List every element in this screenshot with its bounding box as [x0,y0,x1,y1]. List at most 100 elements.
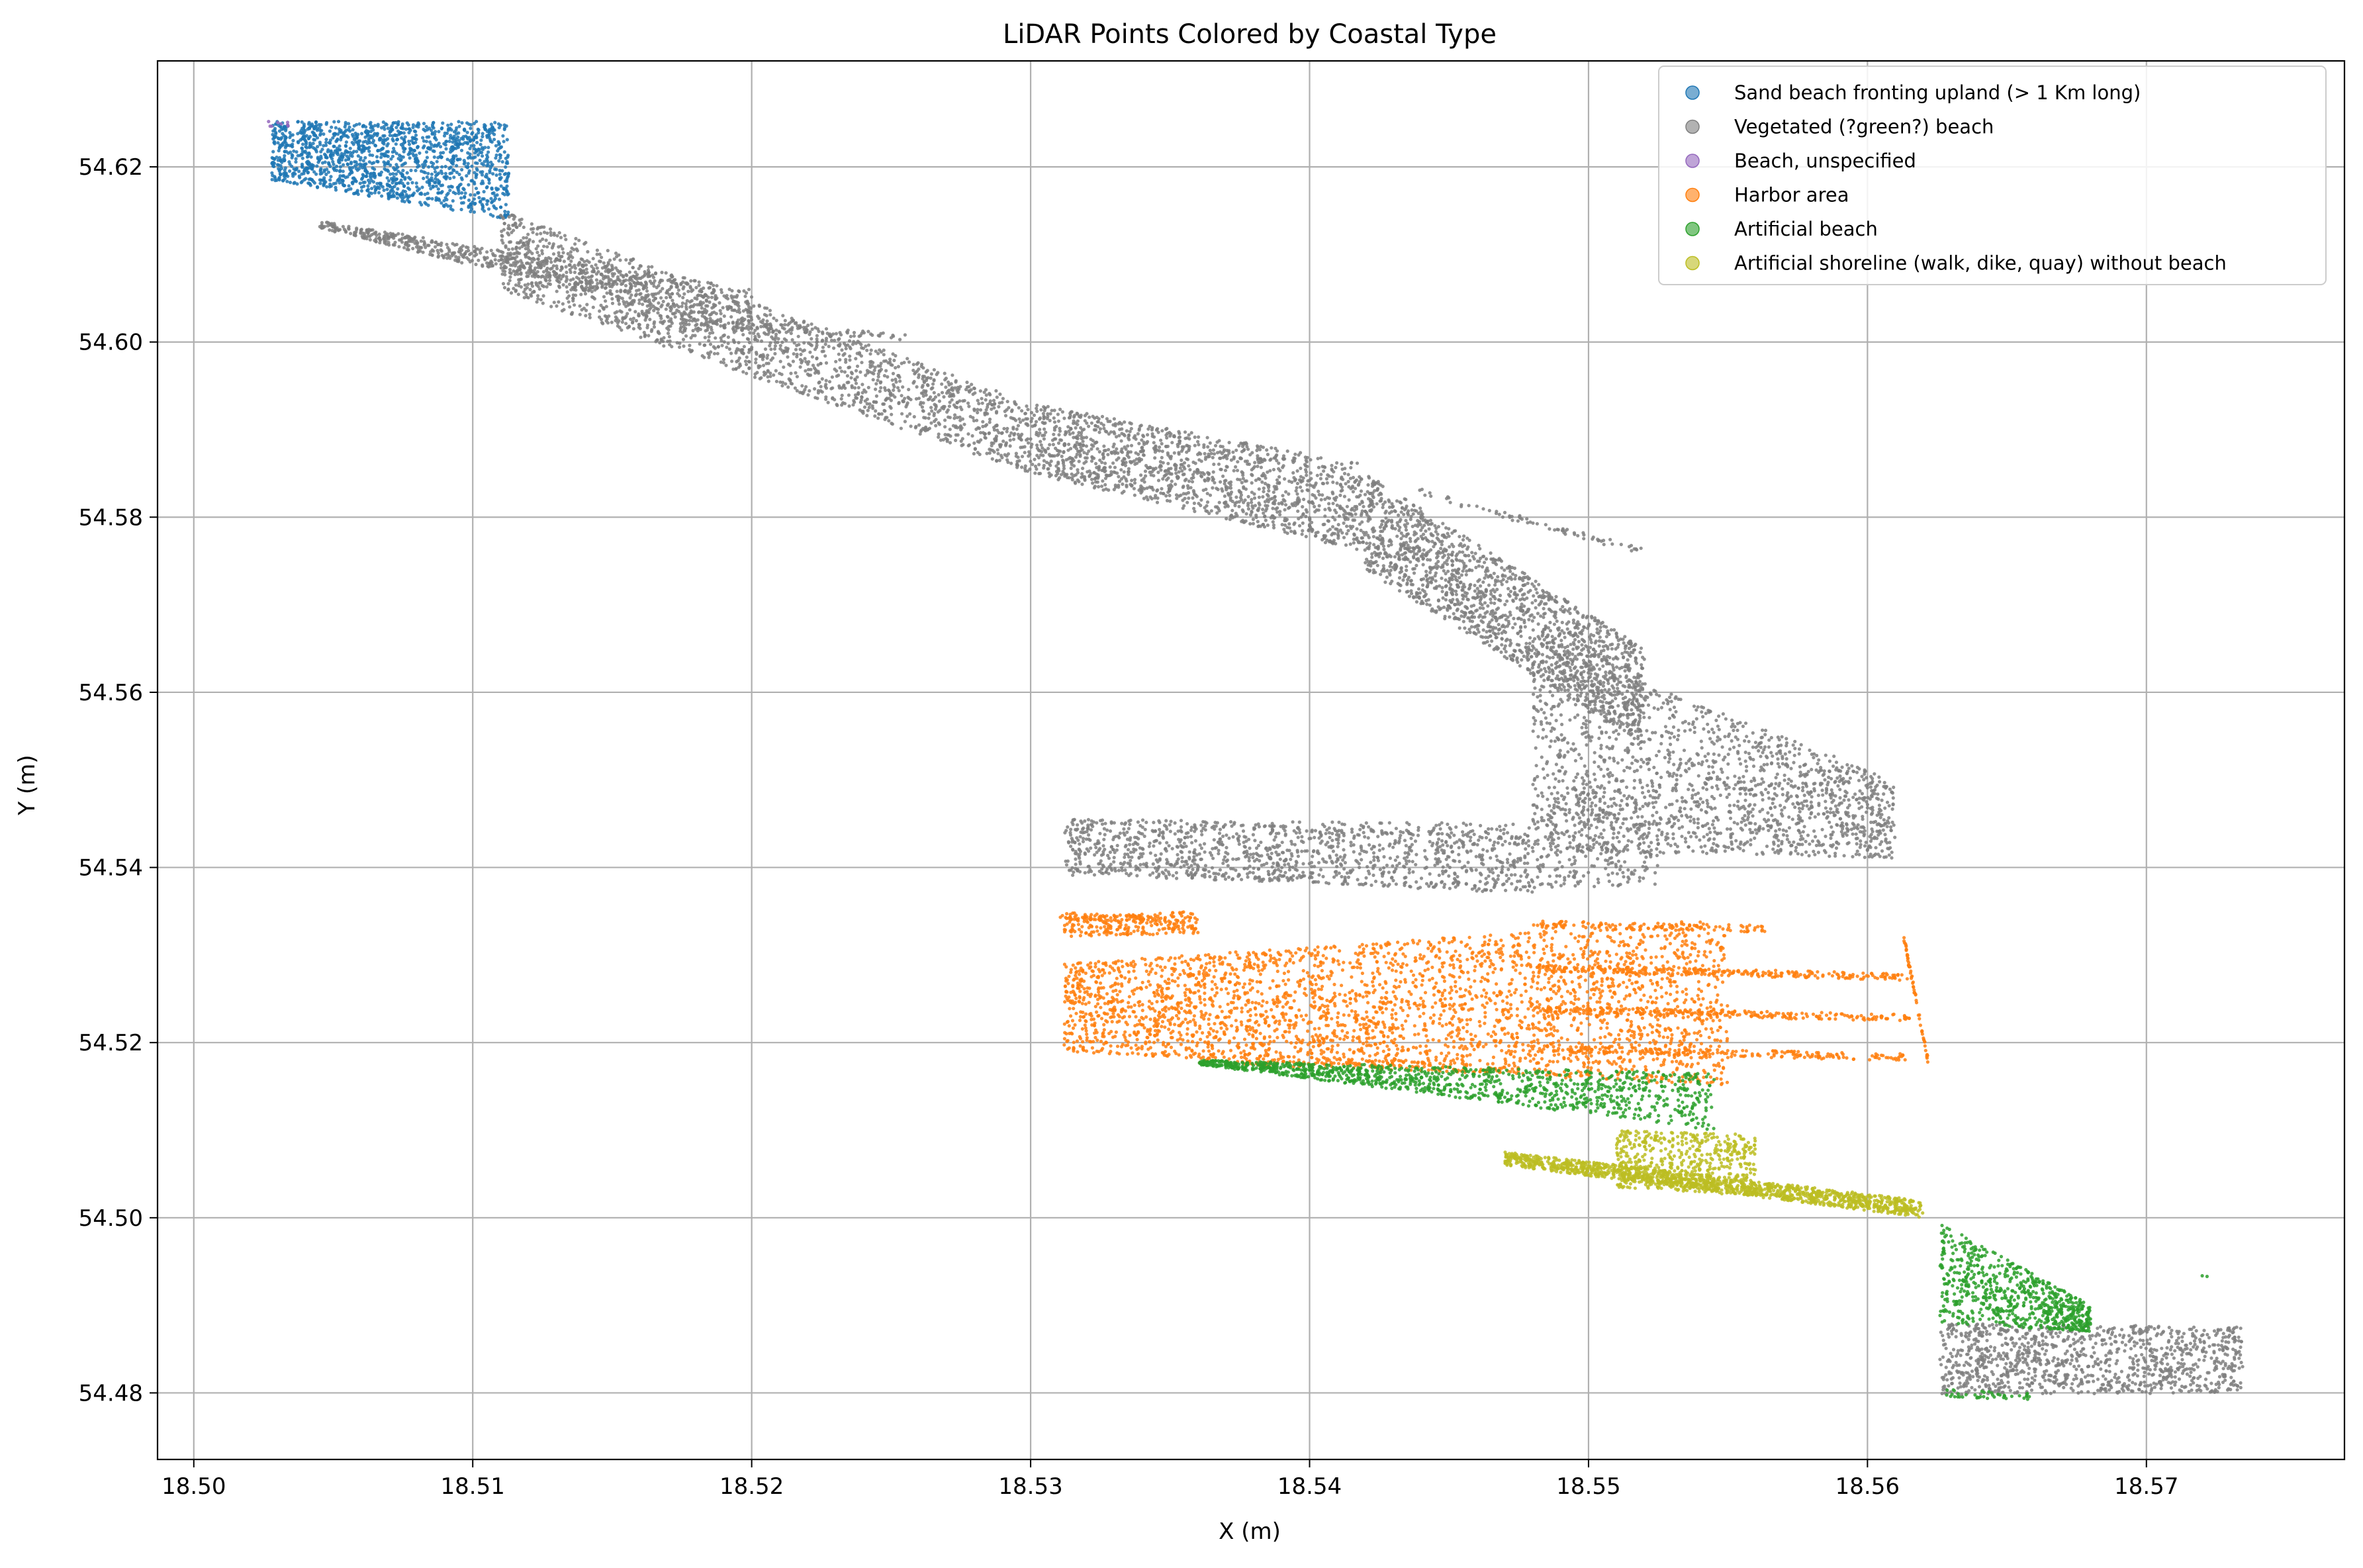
data-point [520,271,523,275]
data-point [357,122,361,126]
data-point [1301,489,1304,492]
data-point [780,373,784,376]
data-point [934,408,937,411]
data-point [860,398,863,402]
data-point [459,246,463,250]
data-point [379,156,383,159]
data-point [933,368,936,371]
data-point [1120,439,1123,443]
data-point [853,377,857,381]
data-point [1035,420,1038,424]
data-point [1080,472,1084,475]
data-point [355,136,359,139]
data-point [475,133,478,136]
data-point [563,259,566,263]
data-point [761,318,764,322]
data-point [332,224,335,228]
data-point [773,347,776,351]
data-point [877,372,880,375]
data-point [383,230,387,234]
data-point [594,263,598,267]
data-point [927,376,930,379]
data-point [431,125,434,128]
data-point [1319,473,1322,476]
data-point [1048,419,1052,422]
data-point [917,367,920,371]
data-point [840,369,843,373]
data-point [624,289,627,292]
data-point [892,352,895,355]
data-point [1100,484,1103,488]
data-point [661,340,665,343]
data-point [1282,528,1285,531]
data-point [389,134,392,137]
data-point [926,428,929,432]
data-point [1009,461,1013,465]
data-point [545,285,549,289]
data-point [646,324,649,327]
data-point [466,142,469,145]
data-point [725,346,728,349]
data-point [1234,465,1237,469]
data-point [393,133,396,136]
data-point [401,145,404,148]
data-point [986,406,989,409]
data-point [300,181,303,184]
data-point [479,159,482,162]
data-point [605,315,608,318]
data-point [731,299,735,302]
data-point [797,335,800,338]
data-point [300,172,303,175]
data-point [1322,469,1325,473]
data-point [279,138,283,141]
data-point [857,386,860,389]
data-point [585,267,588,271]
data-point [919,401,923,404]
data-point [1035,443,1039,447]
data-point [639,282,642,285]
data-point [912,363,915,366]
data-point [1113,443,1116,446]
data-point [1015,463,1019,467]
data-point [305,146,308,150]
data-point [345,140,348,144]
data-point [1033,414,1036,417]
data-point [659,320,662,324]
data-point [827,345,831,348]
data-point [297,120,300,123]
data-point [644,297,647,300]
data-point [1349,487,1352,490]
data-point [1317,457,1320,460]
data-point [768,309,772,312]
data-point [764,332,767,336]
data-point [1146,428,1150,431]
data-point [960,426,964,430]
data-point [400,136,403,140]
data-point [404,135,407,138]
data-point [1202,488,1205,492]
data-point [375,155,379,158]
data-point [420,246,423,250]
data-point [273,140,276,144]
data-point [760,340,763,343]
data-point [319,123,322,126]
data-point [913,380,916,383]
data-point [580,271,584,275]
data-point [457,255,461,259]
data-point [988,418,992,421]
data-point [485,203,488,206]
data-point [821,391,824,394]
data-point [386,137,389,140]
data-point [1350,514,1354,517]
data-point [324,138,328,141]
data-point [1169,432,1172,436]
data-point [1212,463,1215,466]
data-point [485,164,488,167]
data-point [1053,428,1056,432]
data-point [1250,504,1254,508]
data-point [400,124,404,128]
data-point [1127,436,1130,439]
data-point [742,352,745,355]
data-point [767,379,770,383]
data-point [748,331,751,334]
